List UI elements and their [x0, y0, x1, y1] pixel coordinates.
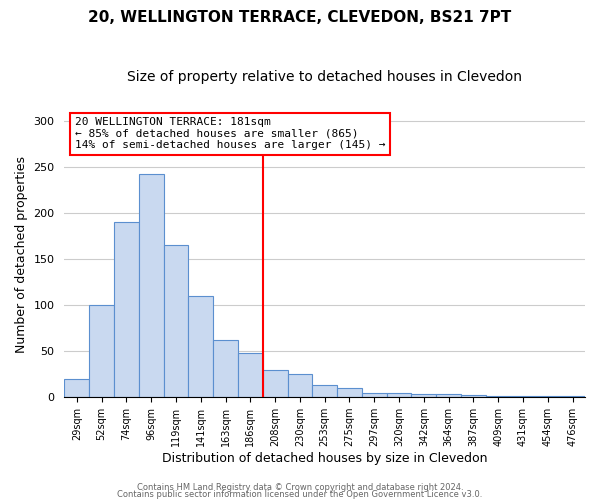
Bar — [114, 222, 139, 397]
Bar — [337, 388, 362, 397]
Title: Size of property relative to detached houses in Clevedon: Size of property relative to detached ho… — [127, 70, 522, 84]
Bar — [313, 385, 337, 397]
Bar — [535, 396, 560, 397]
Bar — [213, 340, 238, 397]
Bar — [386, 392, 412, 397]
Bar — [560, 396, 585, 397]
X-axis label: Distribution of detached houses by size in Clevedon: Distribution of detached houses by size … — [162, 452, 487, 465]
Bar — [362, 392, 386, 397]
Bar — [263, 370, 287, 397]
Text: Contains HM Land Registry data © Crown copyright and database right 2024.: Contains HM Land Registry data © Crown c… — [137, 484, 463, 492]
Bar — [511, 396, 535, 397]
Bar — [238, 353, 263, 397]
Bar — [89, 305, 114, 397]
Text: 20 WELLINGTON TERRACE: 181sqm
← 85% of detached houses are smaller (865)
14% of : 20 WELLINGTON TERRACE: 181sqm ← 85% of d… — [75, 118, 385, 150]
Text: 20, WELLINGTON TERRACE, CLEVEDON, BS21 7PT: 20, WELLINGTON TERRACE, CLEVEDON, BS21 7… — [88, 10, 512, 25]
Y-axis label: Number of detached properties: Number of detached properties — [15, 156, 28, 353]
Bar — [436, 394, 461, 397]
Bar — [188, 296, 213, 397]
Bar — [412, 394, 436, 397]
Bar — [64, 379, 89, 397]
Bar — [287, 374, 313, 397]
Bar — [486, 396, 511, 397]
Bar — [461, 396, 486, 397]
Bar — [139, 174, 164, 397]
Text: Contains public sector information licensed under the Open Government Licence v3: Contains public sector information licen… — [118, 490, 482, 499]
Bar — [164, 245, 188, 397]
